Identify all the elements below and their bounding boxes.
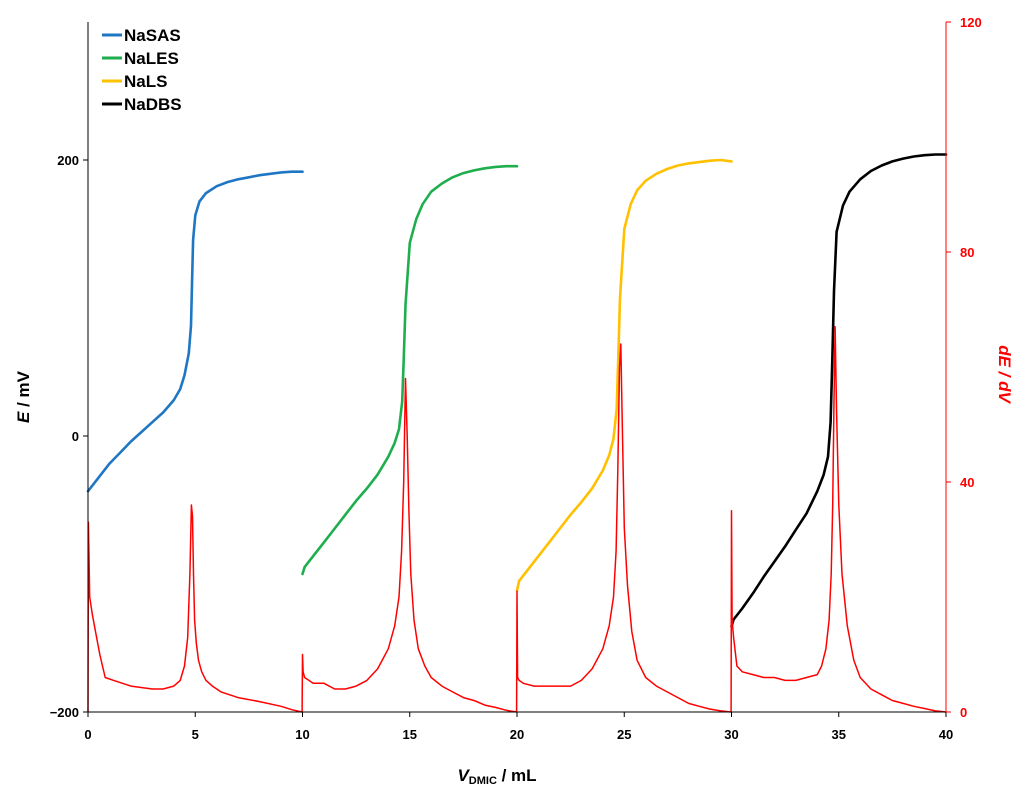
- legend-label-nals: NaLS: [124, 72, 167, 91]
- series-line-nadbs: [730, 153, 948, 628]
- x-tick-label: 35: [832, 727, 846, 742]
- legend: NaSAS NaLES NaLS NaDBS: [102, 26, 182, 114]
- y-right-tick-label: 40: [960, 475, 974, 490]
- y-left-axis-title: E / mV: [14, 370, 33, 423]
- y-left-tick-label: 200: [57, 153, 79, 168]
- x-axis-title-sub: DMIC: [469, 775, 497, 787]
- x-tick-label: 15: [403, 727, 417, 742]
- x-tick-label: 10: [295, 727, 309, 742]
- y-left-tick-label: −200: [50, 705, 79, 720]
- x-tick-label: 40: [939, 727, 953, 742]
- x-tick-label: 5: [192, 727, 199, 742]
- y-right-axis-title: dE / dV: [995, 345, 1014, 404]
- series-line-nals: [515, 158, 733, 592]
- x-tick-label: 20: [510, 727, 524, 742]
- plot-series: [86, 153, 948, 713]
- series-line-nasas: [86, 170, 304, 493]
- x-axis-title-main: V: [457, 766, 470, 785]
- y-left-tick-label: 0: [72, 429, 79, 444]
- legend-label-nadbs: NaDBS: [124, 95, 182, 114]
- x-tick-label: 0: [84, 727, 91, 742]
- series-line-nales: [301, 164, 519, 576]
- legend-label-nasas: NaSAS: [124, 26, 181, 45]
- series-line-de-dv: [87, 326, 947, 713]
- y-right-tick-label: 80: [960, 245, 974, 260]
- y-right-ticks: 0 40 80 120: [946, 15, 982, 720]
- x-axis-title: VDMIC / mL: [457, 766, 536, 787]
- legend-label-nales: NaLES: [124, 49, 179, 68]
- x-tick-label: 30: [724, 727, 738, 742]
- y-right-tick-label: 120: [960, 15, 982, 30]
- y-right-tick-label: 0: [960, 705, 967, 720]
- x-axis-title-unit: / mL: [497, 766, 537, 785]
- x-tick-label: 25: [617, 727, 631, 742]
- y-left-axis-title-unit: / mV: [14, 370, 33, 411]
- y-left-axis-title-main: E: [14, 411, 33, 423]
- y-left-ticks: −200 0 200: [50, 153, 88, 720]
- x-ticks: 0 5 10 15 20 25 30 35 40: [84, 712, 953, 742]
